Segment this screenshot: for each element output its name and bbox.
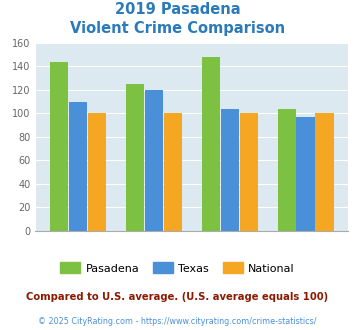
Bar: [220, 109, 239, 231]
Bar: [88, 114, 106, 231]
Text: 2019 Pasadena: 2019 Pasadena: [115, 2, 240, 16]
Bar: [296, 117, 315, 231]
Bar: [50, 62, 68, 231]
Bar: [278, 109, 296, 231]
Legend: Pasadena, Texas, National: Pasadena, Texas, National: [56, 258, 299, 278]
Text: Violent Crime Comparison: Violent Crime Comparison: [70, 21, 285, 36]
Bar: [69, 102, 87, 231]
Bar: [202, 57, 220, 231]
Bar: [316, 114, 334, 231]
Text: © 2025 CityRating.com - https://www.cityrating.com/crime-statistics/: © 2025 CityRating.com - https://www.city…: [38, 317, 317, 326]
Text: Compared to U.S. average. (U.S. average equals 100): Compared to U.S. average. (U.S. average …: [26, 292, 329, 302]
Bar: [126, 84, 144, 231]
Bar: [164, 114, 182, 231]
Bar: [240, 114, 258, 231]
Bar: [144, 90, 163, 231]
